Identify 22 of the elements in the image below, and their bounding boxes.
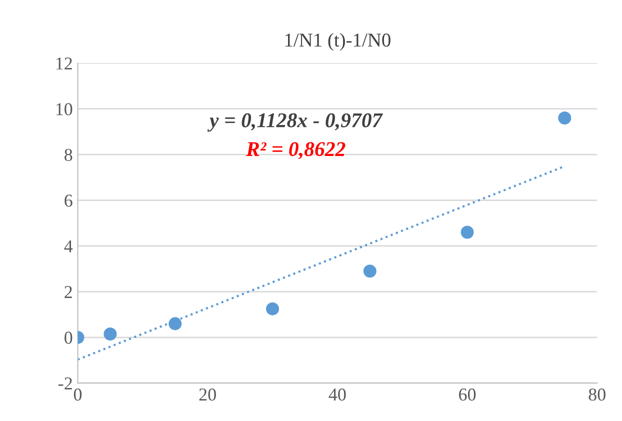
x-tick-label: 0 — [74, 388, 82, 401]
y-tick-label: -2 — [58, 377, 72, 390]
y-tick-label: 0 — [64, 332, 72, 344]
y-tick-label: 10 — [56, 103, 72, 116]
x-tick-label: 80 — [588, 388, 606, 401]
point — [460, 226, 474, 239]
annotation: R² = 0,8622 — [246, 142, 346, 160]
y-tick-label: 8 — [64, 148, 72, 162]
point — [558, 111, 572, 125]
chart-title: 1/N1 (t)-1/N0 — [285, 32, 390, 51]
point — [104, 327, 117, 340]
x-tick-label: 60 — [459, 388, 476, 401]
annotation: y = 0,1128x - 0,9707 — [207, 113, 383, 132]
y-tick-label: 4 — [64, 240, 73, 252]
point — [266, 302, 280, 316]
x-tick-label: 40 — [328, 388, 346, 401]
point — [363, 264, 376, 278]
point — [168, 317, 182, 330]
y-tick-label: 12 — [56, 57, 72, 70]
x-tick-label: 20 — [199, 388, 216, 401]
y-tick-label: 2 — [64, 286, 72, 298]
y-tick-label: 6 — [64, 194, 72, 207]
